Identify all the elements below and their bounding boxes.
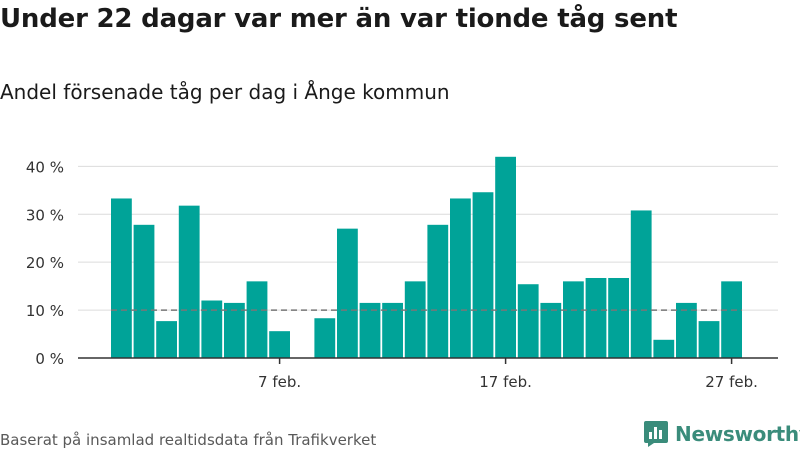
- bar: [427, 224, 449, 358]
- newsworthy-logo: Newsworthy: [643, 420, 800, 448]
- newsworthy-logo-text: Newsworthy: [675, 422, 800, 446]
- bar: [540, 302, 562, 358]
- bar: [608, 277, 629, 358]
- y-tick-label: 40 %: [26, 158, 64, 176]
- bar: [563, 281, 584, 358]
- chart-title: Under 22 dagar var mer än var tionde tåg…: [0, 4, 678, 34]
- bar: [178, 205, 200, 358]
- bar: [246, 281, 268, 358]
- bar: [653, 339, 675, 358]
- bar: [676, 302, 697, 358]
- chart-subtitle: Andel försenade tåg per dag i Ånge kommu…: [0, 80, 450, 104]
- bar: [382, 302, 403, 358]
- bar: [111, 198, 132, 358]
- bar: [472, 192, 494, 358]
- x-tick-label: 17 feb.: [479, 373, 532, 391]
- newsworthy-logo-icon: [644, 421, 668, 447]
- bar: [156, 321, 177, 358]
- x-tick-label: 27 feb.: [705, 373, 758, 391]
- bar: [495, 156, 516, 358]
- bar: [359, 302, 381, 358]
- bar: [133, 224, 155, 358]
- bar: [201, 300, 223, 358]
- y-tick-label: 20 %: [26, 254, 64, 272]
- bar-chart: 0 % 10 % 20 % 30 % 40 % 7 feb. 17 feb. 27 feb.: [26, 156, 778, 391]
- y-tick-label: 0 %: [35, 350, 64, 368]
- bar: [585, 277, 607, 358]
- source-note: Baserat på insamlad realtidsdata från Tr…: [0, 431, 377, 449]
- x-tick-label: 7 feb.: [258, 373, 301, 391]
- y-tick-label: 30 %: [26, 206, 64, 224]
- bar: [517, 284, 539, 358]
- bar: [269, 331, 290, 358]
- bar: [314, 318, 336, 358]
- bar: [450, 198, 471, 358]
- bar: [630, 210, 652, 358]
- y-tick-label: 10 %: [26, 302, 64, 320]
- bar: [337, 228, 358, 358]
- bar: [698, 321, 720, 358]
- bar: [721, 281, 742, 358]
- bar: [224, 302, 245, 358]
- bar: [404, 281, 426, 358]
